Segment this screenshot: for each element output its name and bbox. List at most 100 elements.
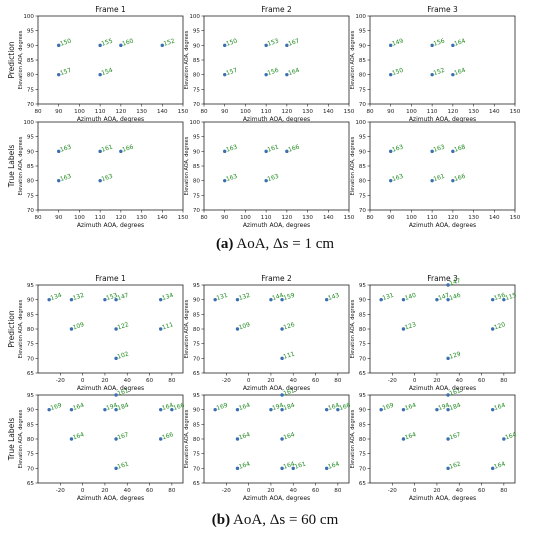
plot-frame bbox=[203, 15, 350, 105]
data-point bbox=[235, 297, 240, 302]
data-point bbox=[280, 393, 284, 397]
data-point bbox=[446, 437, 450, 441]
y-tick-label: 85 bbox=[359, 312, 367, 318]
y-tick-label: 70 bbox=[359, 466, 367, 472]
y-tick-label: 80 bbox=[27, 327, 35, 333]
y-tick-label: 75 bbox=[193, 452, 201, 458]
x-tick-label: 120 bbox=[282, 109, 293, 115]
data-point bbox=[430, 72, 434, 77]
x-tick-label: 110 bbox=[427, 215, 438, 221]
data-label: 166 bbox=[161, 431, 174, 441]
data-label: 157 bbox=[225, 67, 238, 77]
data-point bbox=[158, 297, 163, 302]
subplot-title: Frame 1 bbox=[95, 5, 126, 14]
x-tick-label: 90 bbox=[387, 215, 395, 221]
x-tick-label: 20 bbox=[267, 488, 275, 494]
data-point bbox=[336, 407, 340, 412]
data-label: 161 bbox=[101, 143, 114, 153]
data-point bbox=[446, 283, 450, 287]
x-tick-label: 20 bbox=[433, 488, 441, 494]
x-tick-label: 100 bbox=[406, 215, 417, 221]
data-label: 164 bbox=[287, 67, 300, 77]
y-tick-label: 70 bbox=[359, 356, 367, 362]
y-tick-label: 100 bbox=[355, 120, 366, 126]
data-label: 161 bbox=[283, 387, 296, 397]
data-label: 154 bbox=[101, 67, 114, 77]
y-tick-label: 65 bbox=[193, 481, 201, 487]
x-tick-label: -20 bbox=[222, 378, 232, 384]
data-point bbox=[213, 297, 217, 302]
data-label: 159 bbox=[283, 292, 296, 302]
x-tick-label: 80 bbox=[334, 378, 342, 384]
x-tick-label: 90 bbox=[221, 215, 229, 221]
data-label: 164 bbox=[404, 431, 417, 441]
x-tick-label: 60 bbox=[478, 488, 486, 494]
y-tick-label: 85 bbox=[359, 58, 367, 64]
subplot-title: Frame 3 bbox=[427, 274, 458, 283]
y-axis-label: Elevation AOA, degrees bbox=[350, 409, 356, 468]
y-tick-label: 70 bbox=[27, 356, 35, 362]
x-tick-label: 60 bbox=[478, 378, 486, 384]
data-label: 123 bbox=[404, 321, 417, 331]
caption-a: (a) AoA, Δs = 1 cm bbox=[0, 236, 550, 253]
y-tick-label: 90 bbox=[193, 149, 201, 155]
data-point bbox=[114, 407, 118, 412]
data-label: 166 bbox=[338, 402, 351, 412]
y-tick-label: 75 bbox=[193, 342, 201, 348]
data-point bbox=[264, 72, 268, 77]
y-tick-label: 70 bbox=[27, 466, 35, 472]
data-label: 161 bbox=[267, 143, 280, 153]
x-tick-label: 0 bbox=[413, 378, 417, 384]
data-label: 166 bbox=[453, 173, 466, 183]
data-point bbox=[430, 178, 434, 183]
data-point bbox=[430, 149, 434, 154]
x-tick-label: 0 bbox=[247, 378, 251, 384]
x-tick-label: 80 bbox=[34, 109, 42, 115]
subplot-a-1-2: 80 90 100 110 120 130 140 150 70 75 80 85 90 95 100 Fra… bbox=[184, 5, 355, 123]
data-point bbox=[57, 149, 61, 154]
data-label: 163 bbox=[225, 173, 238, 183]
x-axis-label: Azimuth AOA, degrees bbox=[409, 385, 476, 392]
subplot-b-2-1: -20 0 20 40 60 80 65 70 75 80 85 90 95 Azimuth AOA, d… bbox=[7, 387, 186, 502]
data-label: 155 bbox=[101, 37, 114, 47]
data-point bbox=[324, 297, 329, 302]
y-tick-label: 100 bbox=[355, 14, 366, 20]
subplot-b-2-2: -20 0 20 40 60 80 65 70 75 80 85 90 95 Azimuth AOA, d… bbox=[184, 387, 352, 502]
data-label: 164 bbox=[161, 402, 174, 412]
y-tick-label: 85 bbox=[27, 164, 35, 170]
data-point bbox=[269, 407, 273, 412]
x-tick-label: 100 bbox=[240, 215, 251, 221]
data-label: 164 bbox=[72, 402, 85, 412]
x-tick-label: 40 bbox=[290, 488, 298, 494]
x-tick-label: 100 bbox=[74, 215, 85, 221]
x-tick-label: 80 bbox=[500, 378, 508, 384]
x-tick-label: 40 bbox=[124, 378, 132, 384]
data-label: 163 bbox=[59, 143, 72, 153]
data-label: 161 bbox=[433, 173, 446, 183]
data-point bbox=[490, 466, 495, 471]
data-label: 163 bbox=[391, 173, 404, 183]
y-tick-label: 80 bbox=[359, 327, 367, 333]
data-point bbox=[69, 437, 74, 441]
x-tick-label: 100 bbox=[406, 109, 417, 115]
y-tick-label: 100 bbox=[23, 120, 34, 126]
data-point bbox=[223, 43, 227, 48]
data-point bbox=[57, 178, 61, 183]
data-point bbox=[69, 327, 74, 331]
y-tick-label: 85 bbox=[193, 312, 201, 318]
y-tick-label: 95 bbox=[193, 283, 201, 289]
data-point bbox=[435, 297, 439, 302]
row-label: True Labels bbox=[7, 145, 16, 189]
plot-frame bbox=[37, 15, 184, 105]
data-point bbox=[446, 356, 450, 361]
y-axis-label: Elevation AOA, degrees bbox=[350, 136, 356, 195]
y-tick-label: 70 bbox=[193, 356, 201, 362]
y-tick-label: 75 bbox=[359, 193, 367, 199]
data-point bbox=[158, 407, 163, 412]
data-label: 147 bbox=[117, 292, 130, 302]
x-tick-label: 80 bbox=[500, 488, 508, 494]
caption-b-label: (b) bbox=[211, 512, 231, 528]
subplot-title: Frame 2 bbox=[261, 5, 292, 14]
data-label: 164 bbox=[238, 431, 251, 441]
x-tick-label: 0 bbox=[413, 488, 417, 494]
